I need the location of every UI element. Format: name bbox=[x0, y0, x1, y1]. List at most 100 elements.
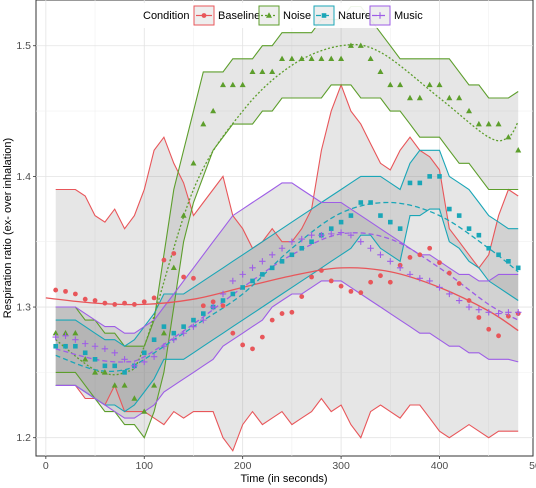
data-point-nature bbox=[496, 252, 501, 258]
data-point-music bbox=[278, 245, 286, 252]
data-point-music bbox=[357, 238, 364, 245]
data-point-noise bbox=[111, 382, 118, 388]
legend: Condition Baseline Noise Nature Music bbox=[136, 3, 434, 28]
data-point-baseline bbox=[466, 298, 472, 303]
data-point-music bbox=[288, 238, 296, 245]
data-point-noise bbox=[318, 55, 325, 61]
data-point-baseline bbox=[279, 311, 285, 316]
x-tick-label: 400 bbox=[431, 460, 449, 472]
data-point-music bbox=[268, 251, 276, 258]
data-point-nature bbox=[269, 265, 275, 271]
band-upper-noise bbox=[55, 5, 519, 347]
data-point-baseline bbox=[328, 278, 334, 284]
data-point-music bbox=[111, 349, 118, 356]
data-point-nature bbox=[53, 343, 58, 349]
data-point-baseline bbox=[427, 245, 433, 251]
legend-label-music: Music bbox=[394, 10, 423, 22]
data-point-baseline bbox=[250, 346, 255, 352]
data-point-music bbox=[249, 264, 256, 272]
data-point-noise bbox=[131, 395, 138, 401]
data-point-noise bbox=[505, 133, 512, 140]
data-point-nature bbox=[466, 226, 472, 231]
data-point-nature bbox=[348, 213, 354, 218]
data-point-nature bbox=[73, 343, 78, 349]
data-point-music bbox=[52, 333, 59, 341]
data-point-nature bbox=[181, 324, 186, 329]
y-axis-title: Respiration ratio (ex- over inhalation) bbox=[2, 138, 14, 318]
data-point-music bbox=[190, 323, 197, 330]
points-nature bbox=[53, 174, 521, 375]
data-point-music bbox=[387, 258, 394, 265]
data-point-nature bbox=[515, 265, 521, 271]
x-tick-label: 100 bbox=[135, 460, 153, 472]
data-point-music bbox=[377, 251, 384, 258]
data-point-music bbox=[131, 362, 138, 370]
data-point-music bbox=[436, 284, 443, 291]
data-point-music bbox=[219, 290, 227, 298]
x-axis-title: Time (in seconds) bbox=[240, 473, 327, 485]
data-point-nature bbox=[201, 311, 206, 316]
data-point-baseline bbox=[446, 270, 452, 276]
legend-label-nature: Nature bbox=[338, 10, 371, 22]
data-point-noise bbox=[279, 55, 286, 61]
data-point-music bbox=[318, 231, 325, 239]
confidence-bands bbox=[55, 5, 519, 452]
data-point-baseline bbox=[319, 268, 324, 273]
legend-marker-baseline bbox=[201, 13, 207, 18]
data-point-noise bbox=[210, 107, 217, 114]
data-point-baseline bbox=[132, 302, 137, 307]
data-point-baseline bbox=[200, 303, 206, 309]
data-point-music bbox=[455, 297, 463, 304]
data-point-baseline bbox=[505, 313, 511, 319]
data-point-music bbox=[485, 309, 492, 316]
data-point-noise bbox=[101, 369, 108, 375]
data-point-noise bbox=[436, 81, 443, 88]
data-point-nature bbox=[289, 252, 295, 258]
data-point-baseline bbox=[456, 281, 462, 286]
data-point-music bbox=[259, 258, 266, 265]
data-point-music bbox=[298, 235, 305, 243]
data-point-baseline bbox=[191, 275, 196, 281]
data-point-music bbox=[328, 230, 335, 238]
data-point-noise bbox=[328, 55, 335, 61]
data-point-noise bbox=[288, 55, 295, 61]
data-point-noise bbox=[367, 55, 374, 61]
data-point-music bbox=[396, 264, 404, 272]
x-tick-label: 500 bbox=[529, 460, 536, 472]
data-point-baseline bbox=[476, 315, 482, 320]
band-lower-music bbox=[55, 280, 519, 419]
data-point-music bbox=[308, 231, 315, 239]
data-point-nature bbox=[427, 174, 432, 179]
data-point-nature bbox=[299, 245, 305, 251]
legend-marker-music bbox=[376, 12, 384, 19]
data-point-noise bbox=[397, 81, 404, 88]
data-point-baseline bbox=[181, 274, 187, 280]
data-point-noise bbox=[219, 81, 226, 88]
x-tick-label: 200 bbox=[234, 460, 252, 472]
data-point-noise bbox=[347, 42, 354, 48]
data-point-noise bbox=[249, 68, 256, 75]
data-point-baseline bbox=[299, 294, 305, 299]
data-point-music bbox=[91, 343, 99, 350]
data-point-noise bbox=[426, 81, 433, 88]
data-point-nature bbox=[122, 370, 127, 375]
data-point-baseline bbox=[230, 330, 236, 336]
legend-label-baseline: Baseline bbox=[218, 10, 260, 22]
data-point-nature bbox=[82, 350, 88, 356]
x-tick-label: 300 bbox=[332, 460, 350, 472]
data-point-music bbox=[446, 290, 453, 298]
data-point-music bbox=[229, 277, 237, 285]
data-point-baseline bbox=[72, 291, 78, 297]
data-point-baseline bbox=[407, 254, 413, 260]
data-point-music bbox=[150, 353, 158, 360]
points-music bbox=[52, 229, 522, 370]
data-point-music bbox=[239, 271, 246, 278]
data-point-nature bbox=[141, 350, 147, 356]
legend-title: Condition bbox=[143, 10, 189, 22]
data-point-music bbox=[367, 245, 374, 252]
data-point-nature bbox=[220, 298, 226, 303]
data-point-nature bbox=[506, 259, 511, 264]
data-point-nature bbox=[63, 343, 68, 349]
data-point-noise bbox=[269, 68, 276, 75]
data-point-noise bbox=[377, 68, 384, 75]
